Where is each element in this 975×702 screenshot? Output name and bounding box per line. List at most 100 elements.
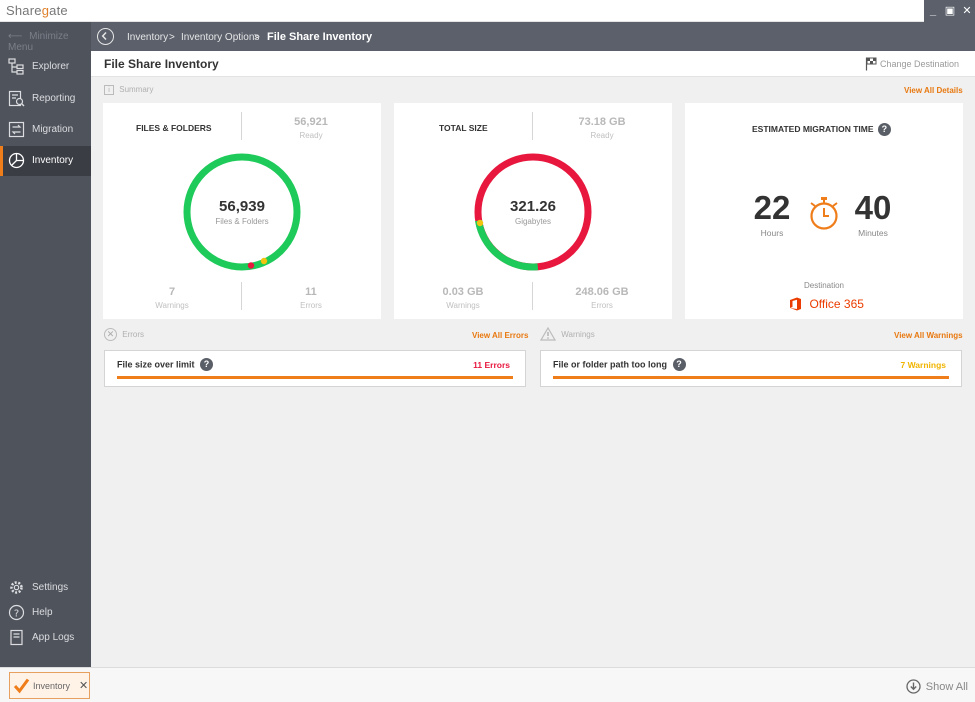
destination-value: Office 365 xyxy=(789,295,864,313)
total-size-card: TOTAL SIZE 73.18 GB Ready 321.26 Gigabyt… xyxy=(394,103,672,319)
minutes-label: Minutes xyxy=(858,228,888,238)
files-warnings-label: Warnings xyxy=(155,301,189,310)
files-errors-value: 11 xyxy=(305,286,317,298)
download-circle-icon xyxy=(906,679,921,694)
warning-item-title: File or folder path too long ? xyxy=(553,358,686,371)
logs-icon xyxy=(10,629,23,646)
help-icon[interactable]: ? xyxy=(877,123,891,136)
divider xyxy=(241,282,242,310)
hours-label: Hours xyxy=(760,228,784,238)
sidebar-item-inventory[interactable]: Inventory xyxy=(0,146,91,176)
breadcrumb: Inventory > Inventory Options > File Sha… xyxy=(91,22,975,51)
error-item-title: File size over limit ? xyxy=(117,358,214,371)
files-total-value: 56,939 xyxy=(219,198,265,215)
inventory-icon xyxy=(8,152,25,169)
minutes-value: 40 xyxy=(854,189,892,226)
size-total-label: Gigabytes xyxy=(514,217,552,226)
files-warning-marker xyxy=(260,257,268,265)
reporting-icon xyxy=(8,90,25,107)
info-icon: i xyxy=(104,85,114,95)
size-errors-label: Errors xyxy=(591,301,613,310)
sidebar: ⟵ Minimize Menu Explorer Reporting Migra… xyxy=(0,22,91,667)
files-errors-label: Errors xyxy=(300,301,322,310)
files-error-marker xyxy=(247,262,255,269)
errors-header: ✕ Errors xyxy=(104,328,144,341)
flag-icon xyxy=(865,57,877,71)
gear-icon xyxy=(10,581,23,594)
sidebar-item-app-logs[interactable]: App Logs xyxy=(0,623,91,653)
size-warnings-value: 0.03 GB xyxy=(442,286,484,298)
stopwatch-icon xyxy=(810,197,838,230)
size-donut-chart xyxy=(474,153,592,271)
files-folders-heading: FILES & FOLDERS xyxy=(136,123,212,133)
breadcrumb-current: File Share Inventory xyxy=(267,31,373,43)
size-warnings-label: Warnings xyxy=(446,301,480,310)
sidebar-item-reporting[interactable]: Reporting xyxy=(0,84,91,114)
warning-progress-bar xyxy=(553,376,949,379)
size-warning-marker xyxy=(476,219,484,227)
collapse-arrow-icon: ⟵ xyxy=(8,31,23,42)
svg-text:?: ? xyxy=(14,608,19,619)
files-ready-label: Ready xyxy=(299,131,323,140)
view-all-warnings-link[interactable]: View All Warnings xyxy=(894,331,963,340)
files-total-label: Files & Folders xyxy=(215,217,269,226)
files-ready-arc xyxy=(183,153,301,271)
files-donut-chart xyxy=(183,153,301,271)
help-icon: ? xyxy=(8,604,25,621)
breadcrumb-inventory-options[interactable]: Inventory Options xyxy=(181,32,260,43)
task-tab-inventory[interactable]: Inventory ✕ xyxy=(9,672,90,699)
sidebar-item-help[interactable]: ? Help xyxy=(0,598,91,628)
size-total-value: 321.26 xyxy=(510,198,556,215)
migration-time-heading: ESTIMATED MIGRATION TIME ? xyxy=(752,123,891,136)
error-circle-icon: ✕ xyxy=(104,328,117,341)
migration-icon xyxy=(8,121,25,138)
page-title: File Share Inventory xyxy=(104,57,219,71)
files-folders-card: FILES & FOLDERS 56,921 Ready 56,939 File… xyxy=(103,103,381,319)
error-progress-bar xyxy=(117,376,513,379)
window-controls xyxy=(924,0,975,22)
checkmark-icon xyxy=(13,678,30,694)
sharegate-logo: Sharegate xyxy=(6,3,68,18)
size-ready-label: Ready xyxy=(590,131,614,140)
show-all-button[interactable]: Show All xyxy=(906,679,968,694)
sidebar-item-migration[interactable]: Migration xyxy=(0,115,91,145)
files-warnings-value: 7 xyxy=(168,286,176,298)
sidebar-item-settings[interactable]: Settings xyxy=(0,573,91,603)
hours-value: 22 xyxy=(753,189,791,226)
sidebar-item-explorer[interactable]: Explorer xyxy=(0,52,91,82)
view-all-errors-link[interactable]: View All Errors xyxy=(472,331,529,340)
minimize-menu-button[interactable]: ⟵ Minimize Menu xyxy=(8,31,69,53)
destination-label: Destination xyxy=(803,281,845,290)
error-item-file-size[interactable]: File size over limit ? 11 Errors xyxy=(104,350,526,387)
divider xyxy=(241,112,242,140)
change-destination-button[interactable]: Change Destination xyxy=(879,59,959,69)
office-365-icon xyxy=(790,297,801,311)
close-task-button[interactable]: ✕ xyxy=(79,680,89,692)
title-bar: Sharegate _ ▣ ✕ xyxy=(0,0,975,22)
warning-item-path-length[interactable]: File or folder path too long ? 7 Warning… xyxy=(540,350,962,387)
size-errors-value: 248.06 GB xyxy=(575,286,629,298)
breadcrumb-inventory[interactable]: Inventory xyxy=(127,32,169,43)
footer-taskbar: Inventory ✕ Show All xyxy=(0,667,975,702)
maximize-window-button[interactable]: ▣ xyxy=(944,5,956,17)
error-count: 11 Errors xyxy=(473,360,510,370)
size-ready-value: 73.18 GB xyxy=(578,116,626,128)
close-window-button[interactable]: ✕ xyxy=(962,5,972,17)
warning-triangle-icon xyxy=(539,326,557,341)
divider xyxy=(532,112,533,140)
minimize-window-button[interactable]: _ xyxy=(929,5,937,17)
files-ready-value: 56,921 xyxy=(294,116,328,128)
breadcrumb-separator: > xyxy=(254,32,260,43)
size-ready-arc xyxy=(475,219,539,271)
help-icon[interactable]: ? xyxy=(200,358,214,371)
migration-time-card: ESTIMATED MIGRATION TIME ? 22 Hours 40 M… xyxy=(685,103,963,319)
total-size-heading: TOTAL SIZE xyxy=(439,123,488,133)
back-button[interactable] xyxy=(97,28,114,45)
chevron-left-icon xyxy=(101,31,107,41)
page-header: File Share Inventory Change Destination xyxy=(91,51,975,77)
warning-count: 7 Warnings xyxy=(900,360,947,370)
view-all-details-link[interactable]: View All Details xyxy=(904,86,963,95)
help-icon[interactable]: ? xyxy=(672,358,686,371)
explorer-icon xyxy=(8,58,24,75)
divider xyxy=(532,282,533,310)
